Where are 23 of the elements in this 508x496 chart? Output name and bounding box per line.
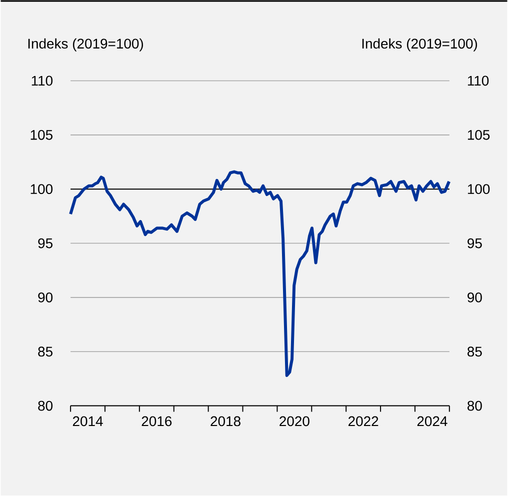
x-tick-label: 2020 — [280, 416, 310, 426]
y2-tick-label: 95 — [468, 238, 482, 248]
x-tick-label: 2016 — [142, 416, 172, 426]
y2-tick-label: 110 — [468, 76, 489, 86]
line-series — [69, 170, 451, 378]
x-tick-label: 2018 — [210, 416, 240, 426]
y2-tick-label: 90 — [468, 292, 482, 303]
y-axis-title: Indeks (2019=100) — [28, 38, 144, 52]
x-tick-label: 2024 — [417, 416, 448, 426]
x-tick-label: 2022 — [348, 416, 378, 426]
y2-tick-label: 100 — [468, 184, 490, 194]
y2-tick-label: 80 — [468, 401, 482, 411]
y-tick-label: 80 — [38, 401, 53, 411]
y-tick-label: 85 — [38, 346, 52, 357]
y-tick-label: 100 — [30, 184, 53, 194]
y2-tick-label: 105 — [468, 130, 490, 140]
y-tick-label: 110 — [32, 76, 53, 86]
y2-axis-title: Indeks (2019=100) — [362, 38, 478, 52]
x-tick-label: 2014 — [72, 416, 103, 426]
y2-tick-label: 85 — [468, 346, 482, 357]
y-tick-label: 90 — [38, 292, 53, 303]
y-tick-label: 95 — [38, 238, 52, 248]
y-tick-label: 105 — [30, 130, 52, 140]
